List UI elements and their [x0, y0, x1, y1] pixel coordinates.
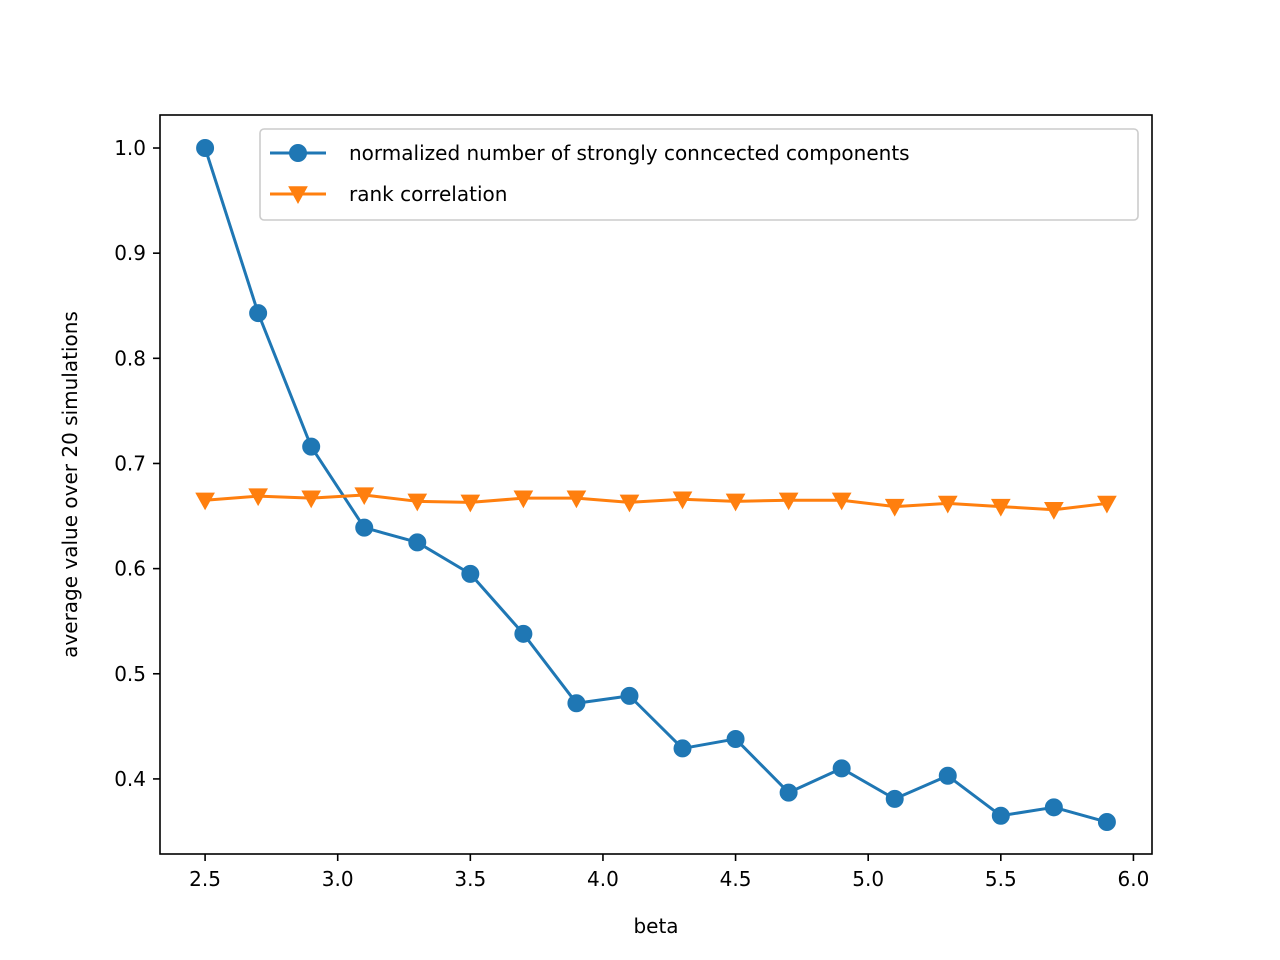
y-tick-label: 0.6: [114, 557, 146, 581]
data-point: [302, 437, 321, 456]
y-tick-label: 0.4: [114, 767, 146, 791]
series-line: [203, 147, 1108, 824]
data-point: [407, 493, 428, 512]
series-layer: [195, 139, 1117, 832]
legend-item: normalized number of strongly conncected…: [270, 141, 910, 165]
series-line: [204, 493, 1108, 512]
data-point: [884, 498, 905, 517]
data-point: [619, 494, 640, 513]
y-tick-label: 0.9: [114, 241, 146, 265]
plot-frame: [159, 114, 1153, 855]
data-point: [196, 139, 215, 158]
x-tick-label: 5.0: [852, 867, 884, 891]
series-1: [196, 139, 1116, 832]
data-point: [673, 739, 692, 758]
legend-item: rank correlation: [270, 182, 507, 206]
data-point: [991, 806, 1010, 825]
x-tick-label: 3.0: [322, 867, 354, 891]
data-point: [354, 487, 375, 506]
data-point: [990, 498, 1011, 517]
data-point: [249, 304, 268, 323]
y-axis-label: average value over 20 simulations: [58, 311, 82, 658]
data-point: [672, 491, 693, 510]
data-point: [461, 564, 480, 583]
y-tick-label: 0.8: [114, 346, 146, 370]
data-point: [408, 533, 427, 552]
legend-marker: [288, 186, 308, 205]
data-point: [355, 518, 374, 537]
legend-label: normalized number of strongly conncected…: [349, 141, 910, 165]
data-point: [567, 694, 586, 713]
x-tick-label: 3.5: [454, 867, 486, 891]
data-point: [831, 492, 852, 511]
legend: normalized number of strongly conncected…: [259, 128, 1139, 221]
data-point: [1044, 502, 1064, 520]
data-point: [620, 686, 639, 705]
data-point: [832, 759, 851, 778]
data-point: [301, 490, 322, 509]
data-point: [938, 766, 957, 785]
x-tick-label: 5.5: [985, 867, 1017, 891]
data-point: [885, 789, 904, 808]
data-point: [248, 488, 268, 507]
data-point: [726, 729, 745, 748]
data-point: [1097, 813, 1116, 832]
data-point: [725, 493, 746, 512]
y-axis-ticks: 0.4 0.5 0.6 0.7 0.8 0.9 1.0: [114, 136, 160, 791]
data-point: [566, 490, 587, 509]
y-tick-label: 0.5: [114, 662, 146, 686]
y-tick-label: 0.7: [114, 451, 146, 475]
x-axis-ticks: 2.5 3.0 3.5 4.0 4.5 5.0 5.5 6.0: [189, 854, 1149, 891]
data-point: [1097, 495, 1117, 514]
data-point: [1044, 798, 1063, 817]
data-point: [937, 495, 958, 514]
data-point: [195, 492, 215, 511]
legend-box: [259, 128, 1139, 221]
y-tick-label: 1.0: [114, 136, 146, 160]
data-point: [460, 494, 481, 513]
legend-marker: [289, 144, 307, 162]
x-axis-label: beta: [633, 914, 678, 938]
legend-label: rank correlation: [349, 182, 507, 206]
series-2: [195, 487, 1117, 520]
x-tick-label: 4.0: [587, 867, 619, 891]
x-tick-label: 6.0: [1118, 867, 1150, 891]
data-point: [514, 624, 533, 643]
data-point: [778, 492, 799, 511]
x-tick-label: 4.5: [720, 867, 752, 891]
data-point: [513, 490, 534, 509]
data-point: [779, 783, 798, 802]
x-tick-label: 2.5: [189, 867, 221, 891]
